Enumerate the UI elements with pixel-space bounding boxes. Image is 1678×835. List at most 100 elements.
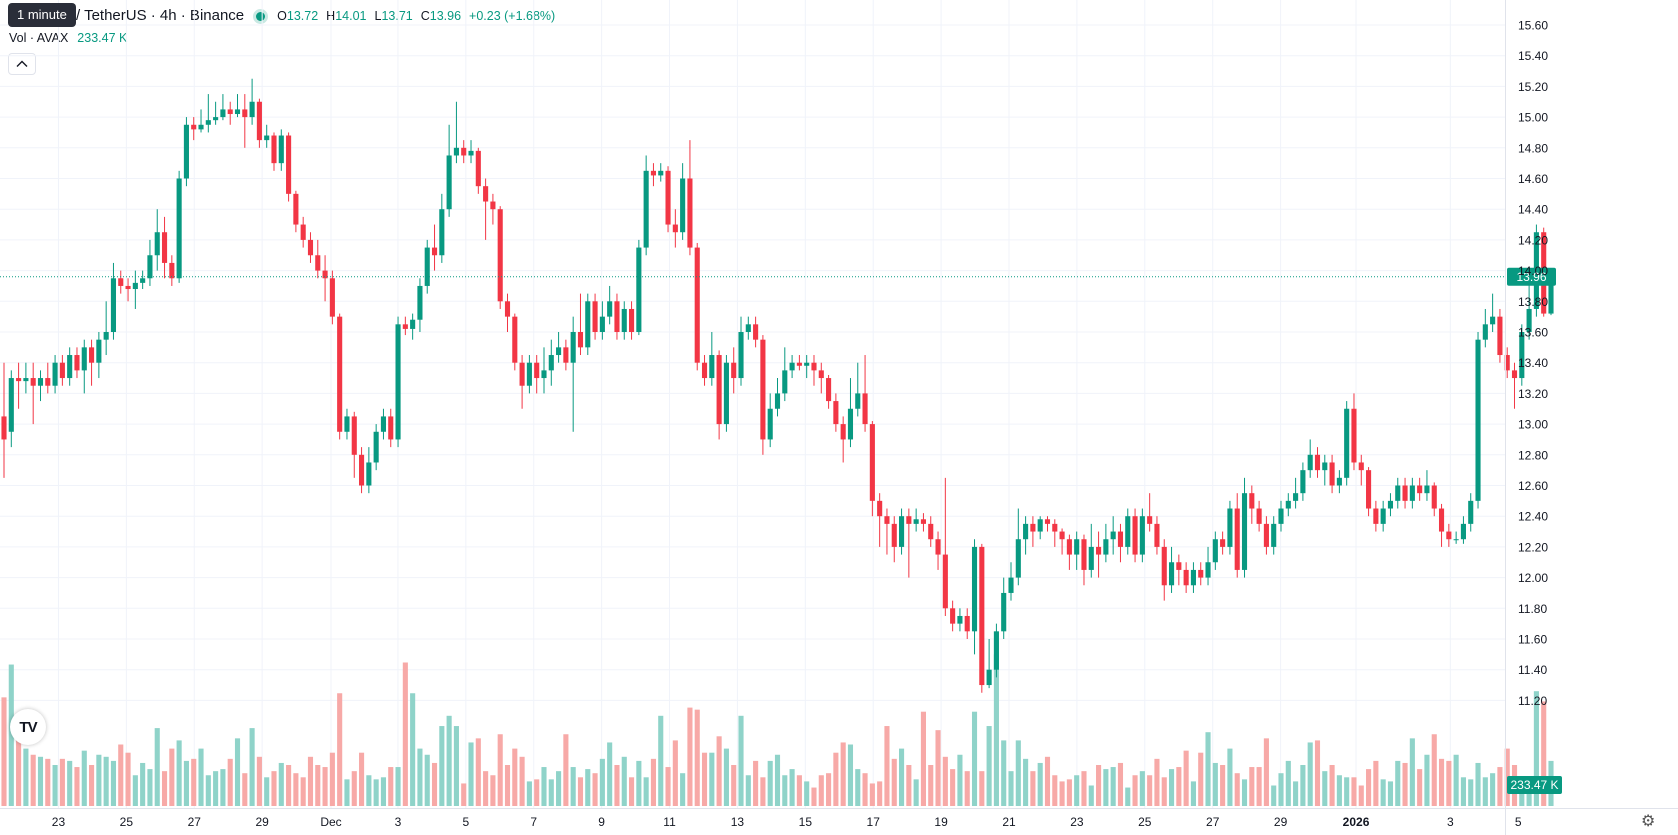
volume-bar: [1329, 765, 1335, 806]
candle-body: [877, 500, 883, 517]
volume-bar: [125, 752, 131, 806]
price-tick-label: 12.80: [1518, 448, 1548, 462]
volume-bar: [74, 767, 80, 806]
volume-bar: [1402, 762, 1408, 806]
price-tick-label: 12.60: [1518, 479, 1548, 493]
candle-body: [293, 193, 299, 225]
time-tick-label: 23: [1070, 815, 1084, 829]
candle-body: [351, 416, 357, 455]
candle-body: [154, 232, 160, 256]
candle-body: [855, 393, 861, 409]
candle-body: [548, 355, 554, 371]
volume-bar: [395, 767, 401, 806]
candle-body: [526, 362, 532, 386]
time-tick-label: 29: [1274, 815, 1288, 829]
volume-bar: [928, 765, 934, 806]
volume-bar: [833, 752, 839, 806]
candle-body: [1249, 493, 1255, 509]
candles: [1, 78, 1554, 693]
volume-bar: [1066, 779, 1072, 806]
candle-body: [1023, 523, 1029, 540]
volume-bar: [1044, 756, 1051, 806]
volume-bar: [1344, 777, 1350, 806]
candle-body: [723, 362, 729, 425]
volume-bar: [52, 765, 58, 806]
volume-bar: [1263, 738, 1269, 806]
volume-bar: [957, 754, 963, 806]
volume-bar: [468, 742, 474, 806]
volume-bar: [855, 769, 861, 806]
candle-body: [577, 332, 584, 348]
candle-body: [96, 339, 102, 363]
candle-body: [1110, 531, 1116, 540]
candle-body: [1460, 523, 1466, 540]
candle-body: [1008, 577, 1014, 593]
candle-body: [847, 408, 854, 440]
candle-body: [16, 378, 22, 382]
candle-body: [30, 378, 36, 386]
volume-bar: [1336, 775, 1342, 806]
candle-body: [680, 178, 686, 233]
candle-body: [1234, 508, 1240, 570]
time-tick-label: 19: [934, 815, 948, 829]
volume-bar: [840, 742, 846, 806]
candle-body: [380, 416, 387, 432]
candle-body: [1190, 569, 1196, 586]
candle-body: [110, 278, 117, 332]
volume-bar: [1271, 785, 1277, 806]
volume-bar: [1285, 760, 1291, 806]
volume-bar: [1015, 740, 1021, 806]
settings-gear-icon[interactable]: ⚙: [1641, 813, 1656, 830]
volume-bar: [1132, 775, 1138, 806]
time-tick-label: 29: [255, 815, 269, 829]
candle-body: [964, 615, 970, 632]
candle-body: [971, 546, 978, 632]
candle-body: [278, 135, 284, 164]
volume-label[interactable]: Vol · AVAX: [9, 31, 69, 45]
volume-bar: [723, 748, 729, 806]
market-status-icon[interactable]: [256, 11, 266, 21]
candle-body: [147, 255, 153, 279]
candle-body: [213, 117, 219, 121]
candle-body: [774, 393, 781, 409]
volume-bar: [1387, 781, 1394, 806]
volume-bar: [1307, 742, 1313, 806]
volume-bar: [1052, 775, 1058, 806]
volume-bar: [971, 711, 978, 806]
tradingview-logo[interactable]: TV: [10, 709, 46, 745]
volume-bar: [1446, 760, 1452, 806]
candle-body: [52, 362, 58, 386]
candle-body: [366, 462, 372, 486]
candle-body: [118, 278, 124, 286]
candle-body: [1446, 531, 1452, 540]
candle-body: [315, 255, 321, 271]
volume-bar: [110, 760, 117, 806]
candle-body: [483, 186, 489, 202]
candle-body: [1300, 470, 1306, 494]
candle-body: [1030, 523, 1036, 532]
price-tick-label: 13.00: [1518, 418, 1548, 432]
volume-bar: [658, 715, 664, 806]
candle-body: [475, 150, 481, 187]
candle-body: [1453, 539, 1459, 541]
volume-bar: [731, 765, 737, 806]
collapse-legend-button[interactable]: [8, 53, 36, 75]
candle-body: [249, 101, 255, 118]
volume-bar: [570, 767, 576, 806]
candle-body: [1409, 485, 1415, 501]
candle-body: [504, 301, 511, 317]
high-value: 14.01: [335, 9, 367, 23]
candle-body: [439, 209, 445, 256]
volume-bar: [59, 758, 65, 806]
volume-bar: [709, 752, 715, 806]
candle-body: [1066, 539, 1072, 555]
candle-body: [731, 362, 737, 379]
price-tick-label: 14.20: [1518, 233, 1548, 247]
candle-body: [789, 362, 795, 371]
volume-bar: [1001, 740, 1007, 806]
candle-body: [906, 516, 912, 524]
candle-body: [541, 370, 547, 379]
candle-body: [1307, 454, 1313, 471]
symbol-title[interactable]: / TetherUS · 4h · Binance: [76, 7, 245, 24]
